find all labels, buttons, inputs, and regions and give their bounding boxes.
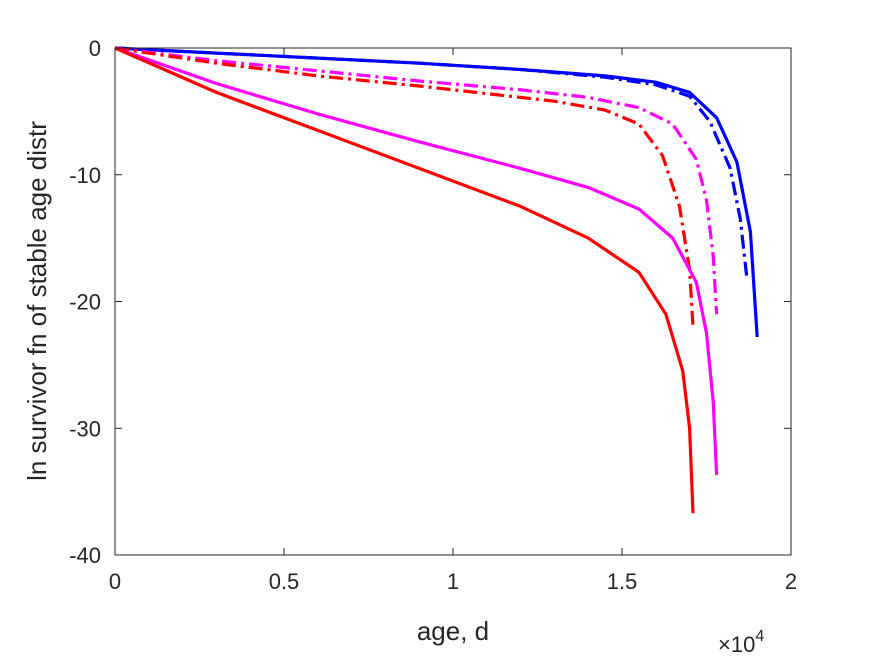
x-tick-label: 0 <box>109 569 121 594</box>
y-tick-label: -30 <box>69 416 101 441</box>
series-line-6 <box>114 46 695 514</box>
x-tick-label: 0.5 <box>269 569 300 594</box>
x-axis-multiplier: ×104 <box>718 628 764 656</box>
series-line-4 <box>114 46 695 327</box>
series-line-5 <box>114 46 719 476</box>
x-tick-label: 1 <box>447 569 459 594</box>
series-line-2 <box>114 46 749 281</box>
plot-area-frame <box>114 47 792 556</box>
x-axis-multiplier-base: ×10 <box>718 632 755 656</box>
y-tick-label: -10 <box>69 163 101 188</box>
x-axis-multiplier-exponent: 4 <box>755 628 764 645</box>
series-lines <box>114 46 759 514</box>
y-tick-label: -40 <box>69 543 101 568</box>
y-tick-label: -20 <box>69 290 101 315</box>
series-line-3 <box>114 46 719 315</box>
y-tick-labels: 0 -10 -20 -30 -40 <box>69 36 101 568</box>
series-line-1 <box>114 46 759 338</box>
x-axis-label: age, d <box>417 616 489 646</box>
x-tick-label: 1.5 <box>607 569 638 594</box>
x-tick-labels: 0 0.5 1 1.5 2 <box>109 569 797 594</box>
axis-ticks <box>114 47 792 556</box>
x-tick-label: 2 <box>785 569 797 594</box>
y-axis-label: ln survivor fn of stable age distr <box>22 121 52 481</box>
y-tick-label: 0 <box>89 36 101 61</box>
